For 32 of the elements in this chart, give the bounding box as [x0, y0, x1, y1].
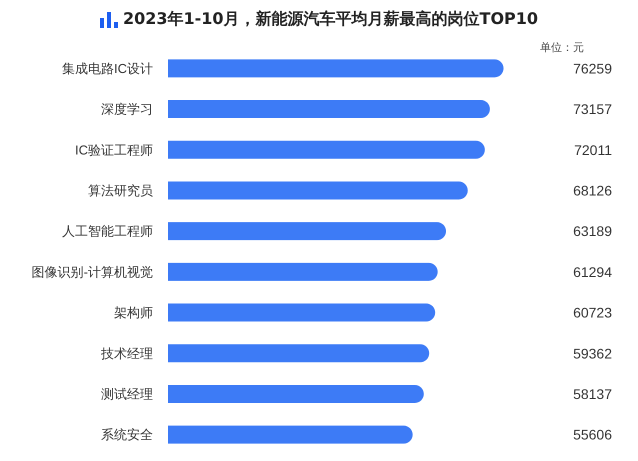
data-label: 73157 — [573, 101, 612, 118]
y-tick-label: 技术经理 — [100, 346, 153, 361]
data-label: 59362 — [573, 345, 612, 362]
data-label: 60723 — [573, 304, 612, 321]
bar — [168, 181, 468, 200]
bar — [168, 140, 485, 159]
text: 单位：元 — [540, 40, 584, 55]
data-label: 72011 — [574, 142, 612, 158]
bar — [168, 426, 413, 444]
data-label: 61294 — [573, 264, 612, 280]
y-tick-label: IC验证工程师 — [75, 142, 153, 158]
chart-title: 2023年1-10月，新能源汽车平均月薪最高的岗位TOP10 — [122, 9, 538, 30]
y-tick-label: 测试经理 — [101, 386, 153, 402]
bar — [168, 222, 446, 240]
y-tick-label: 算法研究员 — [88, 182, 153, 198]
data-label: 55606 — [573, 426, 612, 443]
bar — [168, 304, 436, 322]
y-tick-label: 人工智能工程师 — [62, 224, 153, 239]
bar — [168, 344, 430, 362]
data-label: 76259 — [573, 60, 612, 76]
bar — [168, 384, 424, 403]
data-label: 63189 — [573, 223, 612, 240]
y-tick-label: 系统安全 — [101, 427, 153, 442]
y-tick-label: 架构师 — [114, 305, 153, 320]
data-label: 58137 — [573, 386, 612, 402]
bar — [168, 262, 438, 281]
y-tick-label: 深度学习 — [101, 102, 153, 117]
y-tick-label: 图像识别-计算机视觉 — [32, 264, 153, 280]
data-label: 68126 — [573, 182, 612, 198]
bar — [168, 59, 504, 78]
bar — [168, 100, 490, 118]
y-tick-label: 集成电路IC设计 — [62, 60, 153, 76]
